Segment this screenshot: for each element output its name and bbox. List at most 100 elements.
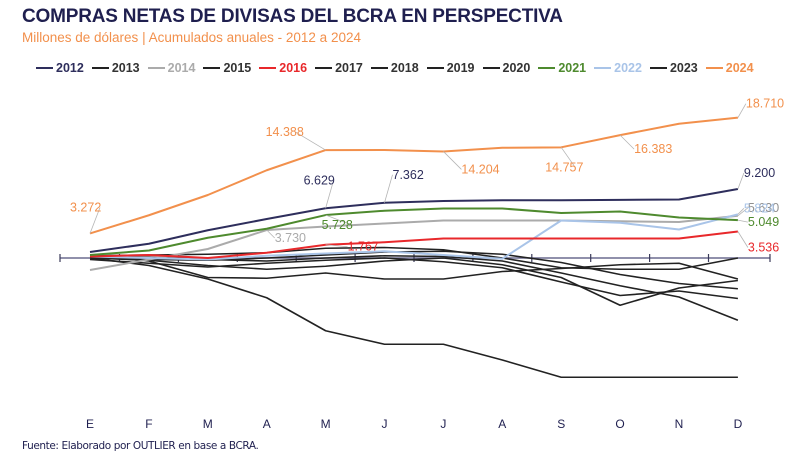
legend-swatch [482, 67, 500, 69]
data-label-2021-11: 5.049 [748, 215, 779, 229]
x-tick-label: D [734, 417, 743, 431]
series-line-2022 [89, 213, 739, 261]
legend-label: 2014 [167, 61, 196, 75]
legend-swatch [91, 67, 109, 69]
legend-item-2020: 2020 [482, 61, 531, 75]
data-label-leader [737, 219, 748, 223]
legend-swatch [649, 67, 667, 69]
data-label-leader [295, 131, 326, 151]
data-label-2016-11: 3.536 [748, 240, 779, 254]
x-tick-label: F [145, 417, 152, 431]
legend-item-2012: 2012 [36, 61, 84, 75]
legend-label: 2021 [558, 61, 587, 75]
data-label-leader [737, 231, 749, 248]
data-label-2016-4: 1.767 [348, 240, 379, 254]
data-label-leader [737, 103, 747, 118]
legend-swatch [203, 67, 221, 69]
x-tick-label: M [321, 417, 331, 431]
x-tick-label: E [86, 417, 94, 431]
legend-label: 2022 [614, 61, 642, 75]
series-line-2023 [89, 246, 739, 271]
data-label-leader [325, 180, 334, 209]
data-label-leader [737, 172, 745, 190]
series-line-2020 [89, 257, 739, 307]
data-labels: 3.272 14.388 14.204 14.757 16.383 18.710 6.629… [70, 97, 784, 255]
x-tick-label: A [498, 417, 506, 431]
legend-item-2016: 2016 [259, 61, 307, 75]
legend-item-2015: 2015 [203, 61, 251, 75]
x-tick-label: O [615, 417, 624, 431]
legend-item-2017: 2017 [315, 61, 363, 75]
legend-item-2018: 2018 [370, 61, 419, 75]
data-label-leader [266, 229, 275, 239]
x-tick-label: J [382, 417, 388, 431]
series-line-2012 [89, 188, 739, 253]
data-label-leader [737, 207, 749, 217]
data-label-leader [325, 214, 352, 226]
x-tick-label: J [440, 417, 446, 431]
series-lines [89, 116, 739, 379]
data-label-2021-4: 5.728 [322, 218, 353, 232]
data-label-2022-11: 5.824 [744, 201, 775, 215]
data-label-leader [619, 134, 635, 150]
legend-label: 2019 [446, 61, 475, 75]
data-label-2012-11: 9.200 [744, 166, 775, 180]
legend: 2012 2013 2014 2015 2016 2017 2018 2019 2020 2021… [36, 61, 754, 75]
series-line-2014 [89, 214, 739, 271]
legend-label: 2012 [56, 61, 84, 75]
legend-swatch [426, 67, 444, 69]
data-label-2024-11: 18.710 [746, 97, 784, 111]
legend-swatch [36, 67, 53, 69]
data-label-leader [560, 147, 576, 168]
data-label-2024-9: 16.383 [634, 142, 672, 156]
data-label-leader [737, 208, 745, 215]
x-tick-label: A [263, 417, 271, 431]
data-label-2012-5: 7.362 [393, 168, 424, 182]
legend-label: 2020 [502, 61, 531, 75]
chart-subtitle: Millones de dólares | Acumulados anuales… [22, 30, 361, 45]
legend-item-2021: 2021 [538, 61, 586, 75]
legend-label: 2024 [725, 61, 754, 75]
legend-item-2023: 2023 [649, 61, 698, 75]
data-label-2024-0: 3.272 [70, 200, 101, 214]
legend-swatch [594, 67, 612, 69]
data-label-leader [384, 174, 393, 203]
series-line-2016 [89, 230, 739, 259]
legend-item-2013: 2013 [91, 61, 140, 75]
x-tick-label: N [675, 417, 684, 431]
data-label-leader [443, 151, 462, 170]
x-tick-label: M [203, 417, 213, 431]
legend-item-2022: 2022 [594, 61, 642, 75]
legend-label: 2016 [279, 61, 308, 75]
legend-item-2014: 2014 [147, 61, 196, 75]
data-label-2024-8: 14.757 [545, 160, 583, 174]
data-label-leader [325, 244, 348, 248]
legend-label: 2018 [390, 61, 419, 75]
legend-label: 2023 [669, 61, 698, 75]
data-label-2014-11: 5.630 [748, 201, 779, 215]
series-line-2015 [89, 257, 738, 379]
legend-item-2019: 2019 [426, 61, 475, 75]
data-label-2024-6: 14.204 [461, 162, 499, 176]
legend-item-2024: 2024 [705, 61, 754, 75]
legend-swatch [259, 67, 277, 69]
legend-swatch [705, 67, 723, 69]
series-line-2024 [89, 116, 739, 235]
data-label-leader [89, 207, 101, 234]
series-line-2013 [89, 254, 739, 280]
legend-swatch [370, 67, 388, 69]
source-note: Fuente: Elaborado por OUTLIER en base a … [22, 440, 259, 452]
data-label-2014-3: 3.730 [275, 231, 306, 245]
legend-swatch [538, 67, 556, 69]
data-label-2024-4: 14.388 [266, 125, 304, 139]
x-tick-label: S [557, 417, 565, 431]
legend-label: 2017 [335, 61, 363, 75]
data-label-2012-4: 6.629 [304, 173, 335, 187]
legend-label: 2015 [223, 61, 252, 75]
legend-swatch [315, 67, 333, 69]
legend-swatch [147, 67, 165, 69]
legend-label: 2013 [111, 61, 140, 75]
chart-title: COMPRAS NETAS DE DIVISAS DEL BCRA EN PER… [22, 6, 563, 27]
